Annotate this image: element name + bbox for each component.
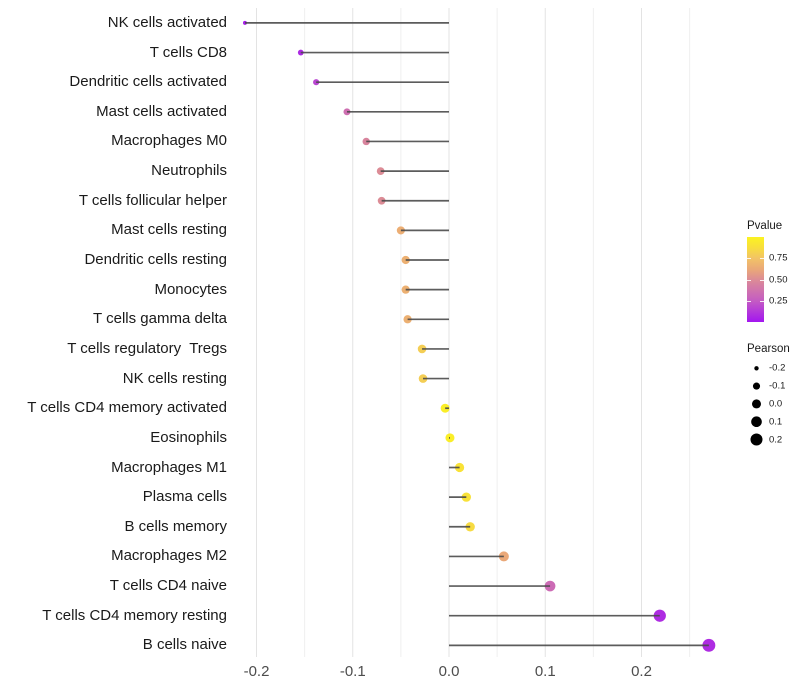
pearson-key-label: -0.1 bbox=[769, 380, 786, 392]
pearson-key-dot bbox=[751, 416, 762, 428]
pvalue-colorbar bbox=[747, 237, 764, 322]
pearson-key-label: 0.1 bbox=[769, 416, 783, 428]
pearson-key-dot bbox=[750, 433, 763, 446]
colorbar-tick-label: 0.75 bbox=[769, 252, 788, 264]
legend-pvalue-title: Pvalue bbox=[747, 220, 783, 232]
colorbar-tick bbox=[760, 279, 764, 281]
lollipop-dot bbox=[440, 403, 450, 413]
pearson-key-label: 0.0 bbox=[769, 398, 783, 410]
y-axis-label: Dendritic cells activated bbox=[69, 73, 227, 91]
y-axis-label: NK cells resting bbox=[122, 369, 227, 387]
y-axis-label: T cells CD4 memory activated bbox=[27, 399, 227, 417]
y-axis-label: Dendritic cells resting bbox=[84, 251, 227, 269]
y-axis-label: T cells regulatory Tregs bbox=[67, 339, 227, 357]
y-axis-label: T cells follicular helper bbox=[78, 191, 227, 209]
y-axis-label: Macrophages M0 bbox=[111, 132, 227, 150]
pearson-key-dot bbox=[751, 399, 762, 409]
colorbar-tick bbox=[747, 279, 751, 281]
y-axis-label: Monocytes bbox=[154, 280, 227, 298]
colorbar-tick bbox=[747, 300, 751, 302]
colorbar-tick-label: 0.25 bbox=[769, 295, 788, 307]
colorbar-tick bbox=[760, 300, 764, 302]
y-axis-label: Macrophages M2 bbox=[111, 547, 227, 565]
y-axis-label: Plasma cells bbox=[142, 488, 227, 506]
y-axis-label: Mast cells activated bbox=[96, 102, 227, 120]
x-axis-tick-label: -0.1 bbox=[339, 663, 366, 680]
y-axis-label: Mast cells resting bbox=[111, 221, 227, 239]
y-axis-label: B cells naive bbox=[142, 636, 227, 654]
pearson-key-dot bbox=[752, 382, 761, 390]
y-axis-label: T cells gamma delta bbox=[93, 310, 227, 328]
pearson-key-dot bbox=[754, 366, 759, 371]
x-axis-tick-label: 0.2 bbox=[631, 663, 652, 680]
y-axis-label: NK cells activated bbox=[107, 13, 227, 31]
y-axis-label: Macrophages M1 bbox=[111, 458, 227, 476]
y-axis-label: T cells CD4 naive bbox=[109, 577, 227, 595]
x-axis-tick-label: 0.0 bbox=[438, 663, 460, 680]
y-axis-label: Eosinophils bbox=[150, 428, 227, 446]
legend-pearson-title: Pearson bbox=[747, 343, 790, 355]
pearson-key-label: 0.2 bbox=[769, 434, 783, 445]
x-axis-tick-label: 0.1 bbox=[534, 663, 556, 680]
x-axis-tick-label: -0.2 bbox=[243, 663, 270, 680]
colorbar-tick bbox=[747, 258, 751, 260]
pearson-key-label: -0.2 bbox=[769, 362, 786, 374]
y-axis-label: T cells CD4 memory resting bbox=[42, 606, 227, 624]
colorbar-tick bbox=[760, 258, 764, 260]
y-axis-label: T cells CD8 bbox=[149, 43, 227, 61]
colorbar-tick-label: 0.50 bbox=[769, 274, 788, 285]
y-axis-label: B cells memory bbox=[124, 517, 227, 535]
y-axis-label: Neutrophils bbox=[151, 162, 227, 180]
